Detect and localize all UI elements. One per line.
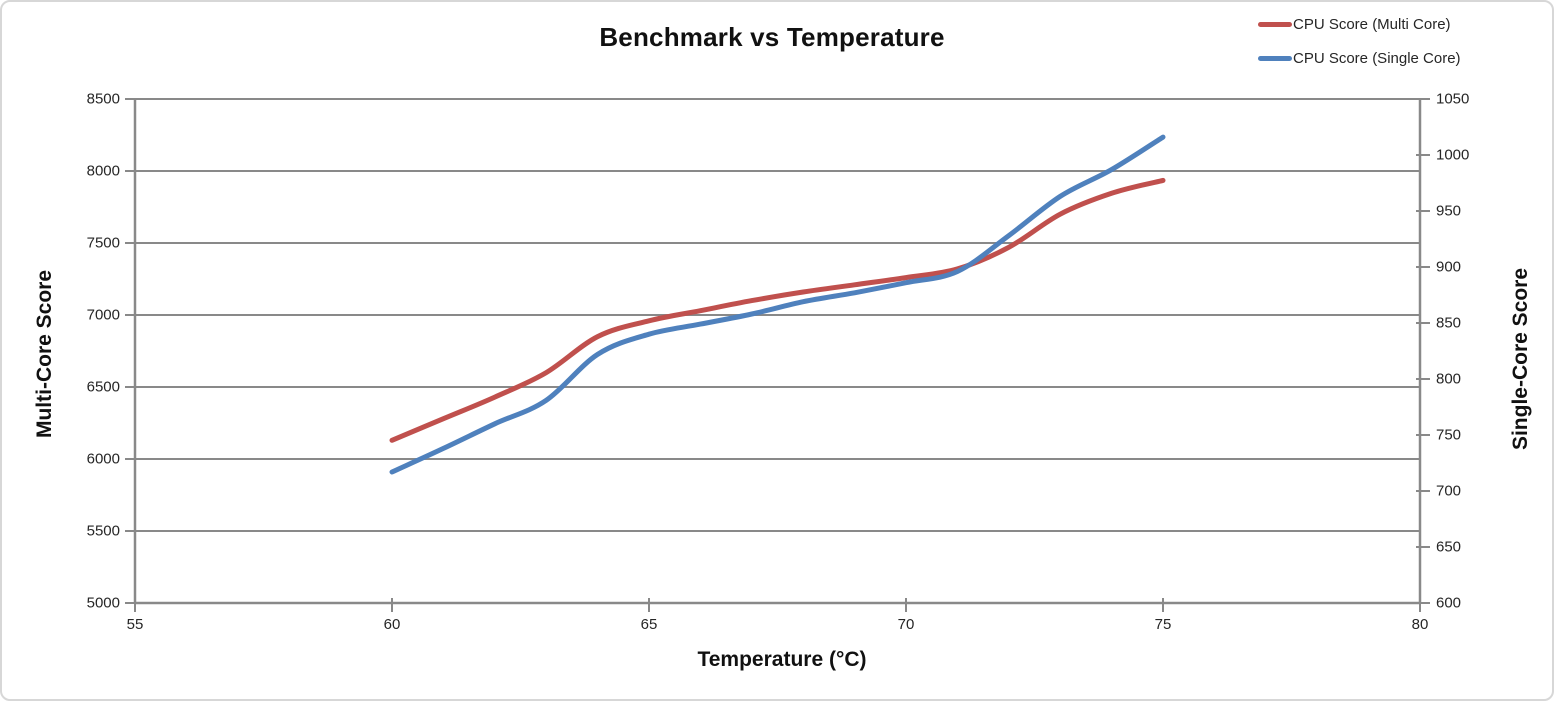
right-y-tick-label: 900	[1436, 258, 1462, 276]
left-y-tick-label: 6000	[86, 450, 120, 468]
x-tick-label: 65	[640, 616, 658, 633]
legend-item-single-core: CPU Score (Single Core)	[1258, 50, 1461, 67]
left-y-axis-title: Multi-Core Score	[33, 269, 56, 439]
right-y-tick-label: 950	[1436, 202, 1462, 220]
left-y-tick-label: 8000	[86, 162, 120, 180]
multi-core-legend-swatch	[1258, 22, 1292, 27]
left-y-tick-label: 5500	[86, 522, 120, 540]
left-y-tick-label: 5000	[86, 594, 120, 612]
legend: CPU Score (Multi Core) CPU Score (Single…	[1258, 16, 1461, 67]
right-y-tick-label: 600	[1436, 594, 1462, 612]
x-axis-title: Temperature (°C)	[697, 648, 867, 671]
multi-core-line	[389, 177, 1166, 443]
x-tick-label: 55	[126, 616, 144, 633]
single-core-legend-swatch	[1258, 56, 1292, 61]
right-y-tick-label: 800	[1436, 370, 1462, 388]
legend-label: CPU Score (Single Core)	[1293, 50, 1461, 67]
right-y-tick-label: 650	[1436, 538, 1462, 556]
x-tick-label: 70	[897, 616, 915, 633]
right-y-tick-label: 850	[1436, 314, 1462, 332]
left-y-tick-label: 6500	[86, 378, 120, 396]
left-y-tick-label: 8500	[86, 90, 120, 108]
x-tick-label: 75	[1154, 616, 1172, 633]
legend-item-multi-core: CPU Score (Multi Core)	[1258, 16, 1461, 33]
right-y-tick-label: 1050	[1436, 90, 1470, 108]
single-core-line	[389, 134, 1166, 475]
right-y-axis-title: Single-Core Score	[1509, 267, 1532, 451]
chart-title: Benchmark vs Temperature	[599, 22, 945, 52]
legend-label: CPU Score (Multi Core)	[1293, 16, 1451, 33]
right-y-tick-label: 1000	[1436, 146, 1470, 164]
x-tick-label: 80	[1411, 616, 1429, 633]
left-y-tick-label: 7000	[86, 306, 120, 324]
x-tick-label: 60	[383, 616, 401, 633]
left-y-tick-label: 7500	[86, 234, 120, 252]
right-y-tick-label: 700	[1436, 482, 1462, 500]
right-y-tick-label: 750	[1436, 426, 1462, 444]
